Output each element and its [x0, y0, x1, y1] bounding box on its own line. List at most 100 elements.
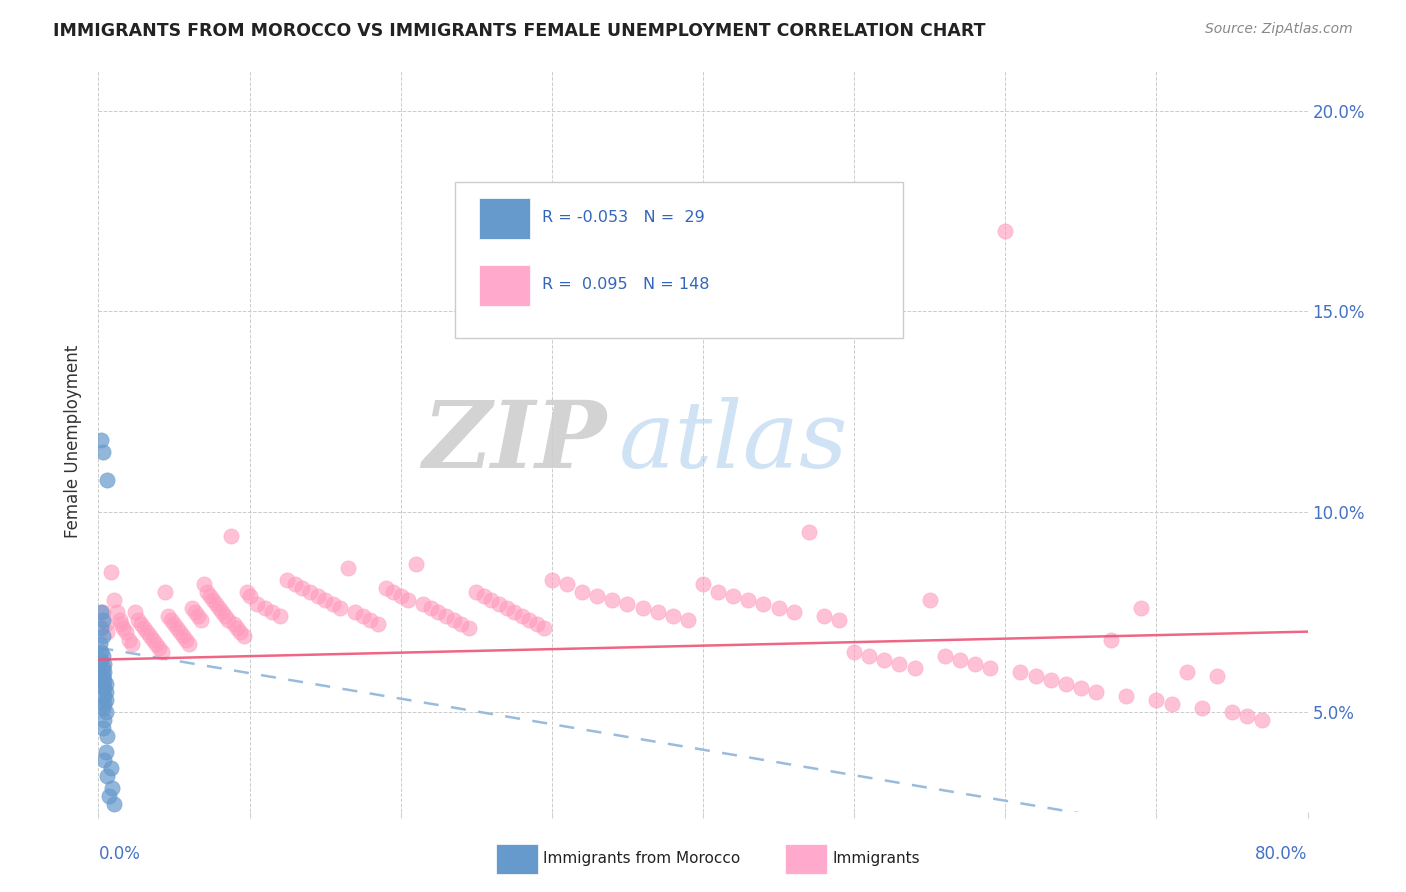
- Point: [91, 605, 114, 619]
- Point: [179, 637, 201, 651]
- Point: [94, 692, 117, 706]
- Point: [91, 700, 114, 714]
- Point: [1251, 713, 1274, 727]
- Point: [91, 648, 114, 663]
- FancyBboxPatch shape: [456, 183, 903, 338]
- Point: [101, 780, 124, 795]
- Point: [540, 573, 562, 587]
- Point: [481, 592, 503, 607]
- Point: [91, 613, 114, 627]
- Point: [276, 573, 298, 587]
- Point: [344, 605, 367, 619]
- Point: [367, 616, 389, 631]
- Point: [90, 433, 112, 447]
- Point: [752, 597, 775, 611]
- Point: [96, 624, 118, 639]
- Point: [235, 584, 257, 599]
- Point: [457, 621, 479, 635]
- Point: [1236, 708, 1258, 723]
- Point: [291, 581, 314, 595]
- Point: [844, 645, 866, 659]
- Point: [91, 668, 114, 682]
- Point: [352, 608, 374, 623]
- Point: [246, 597, 269, 611]
- Point: [172, 629, 194, 643]
- Text: Source: ZipAtlas.com: Source: ZipAtlas.com: [1205, 22, 1353, 37]
- Point: [187, 608, 209, 623]
- Point: [676, 613, 699, 627]
- Point: [1115, 689, 1137, 703]
- Point: [517, 613, 540, 627]
- Point: [965, 657, 987, 671]
- Point: [135, 624, 157, 639]
- Point: [1039, 673, 1062, 687]
- Text: IMMIGRANTS FROM MOROCCO VS IMMIGRANTS FEMALE UNEMPLOYMENT CORRELATION CHART: IMMIGRANTS FROM MOROCCO VS IMMIGRANTS FE…: [53, 22, 986, 40]
- Point: [91, 629, 114, 643]
- Point: [93, 665, 115, 679]
- Point: [91, 721, 114, 735]
- Point: [166, 621, 188, 635]
- Point: [526, 616, 548, 631]
- Point: [934, 648, 956, 663]
- Point: [465, 584, 488, 599]
- Point: [163, 616, 186, 631]
- Point: [93, 657, 115, 671]
- Point: [108, 613, 131, 627]
- Y-axis label: Female Unemployment: Female Unemployment: [65, 345, 83, 538]
- Point: [1099, 632, 1122, 647]
- Point: [217, 613, 239, 627]
- Point: [1054, 676, 1077, 690]
- Point: [190, 613, 212, 627]
- Point: [94, 684, 117, 698]
- Point: [195, 584, 218, 599]
- Point: [503, 605, 526, 619]
- Point: [1070, 681, 1092, 695]
- Point: [93, 673, 115, 687]
- Point: [299, 584, 322, 599]
- Point: [602, 592, 624, 607]
- Point: [224, 616, 246, 631]
- Point: [647, 605, 669, 619]
- Point: [768, 600, 790, 615]
- Point: [142, 632, 165, 647]
- Point: [94, 616, 117, 631]
- Point: [111, 621, 134, 635]
- Point: [90, 645, 112, 659]
- Point: [889, 657, 911, 671]
- Point: [533, 621, 555, 635]
- Point: [132, 621, 155, 635]
- Point: [89, 637, 111, 651]
- Point: [434, 608, 457, 623]
- Point: [214, 608, 236, 623]
- Point: [90, 605, 112, 619]
- FancyBboxPatch shape: [479, 198, 530, 239]
- Point: [193, 576, 215, 591]
- Point: [797, 524, 820, 539]
- Point: [1130, 600, 1153, 615]
- Point: [336, 560, 359, 574]
- Point: [253, 600, 276, 615]
- Point: [813, 608, 835, 623]
- Point: [114, 624, 136, 639]
- Point: [284, 576, 307, 591]
- Point: [91, 660, 114, 674]
- Text: 80.0%: 80.0%: [1256, 845, 1308, 863]
- Point: [127, 613, 149, 627]
- Point: [93, 697, 115, 711]
- Point: [329, 600, 352, 615]
- Point: [181, 600, 204, 615]
- Point: [148, 640, 170, 655]
- Point: [1144, 692, 1167, 706]
- Point: [1024, 668, 1046, 682]
- Point: [96, 769, 118, 783]
- Point: [571, 584, 593, 599]
- Point: [495, 600, 517, 615]
- Point: [232, 629, 254, 643]
- Point: [229, 624, 252, 639]
- Point: [184, 605, 207, 619]
- Point: [94, 705, 117, 719]
- Text: 0.0%: 0.0%: [98, 845, 141, 863]
- Point: [692, 576, 714, 591]
- Text: Immigrants: Immigrants: [832, 852, 920, 866]
- Point: [121, 637, 143, 651]
